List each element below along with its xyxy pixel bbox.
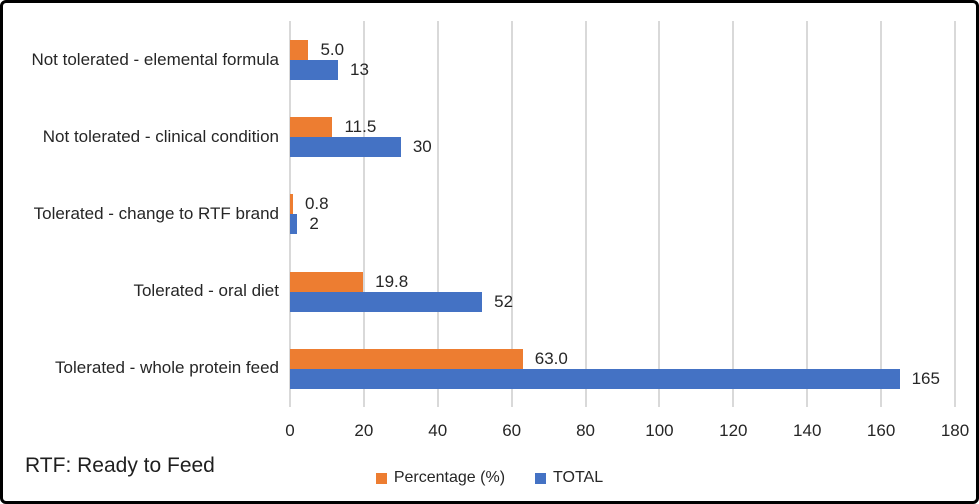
- data-label-percentage: 19.8: [375, 271, 409, 291]
- category-axis: Not tolerated - elemental formula Not tol…: [3, 21, 283, 407]
- gridline: [954, 21, 956, 407]
- bar-percentage: [290, 40, 309, 60]
- data-label-percentage: 0.8: [304, 194, 329, 214]
- bar-total: [290, 214, 298, 235]
- gridline: [362, 21, 365, 407]
- data-label-percentage: 5.0: [320, 40, 345, 59]
- category-label: Tolerated - change to RTF brand: [33, 204, 279, 223]
- bar-total: [290, 368, 900, 389]
- x-tick-label: 120: [719, 421, 748, 440]
- legend-swatch-percentage: [375, 472, 387, 484]
- x-tick-label: 40: [428, 421, 448, 440]
- gridline: [658, 21, 661, 407]
- legend-swatch-total: [535, 472, 547, 484]
- bar-total: [290, 60, 339, 80]
- data-label-total: 52: [494, 291, 514, 311]
- gridline: [732, 21, 735, 407]
- bar-percentage: [290, 117, 333, 138]
- x-axis: 0 20 40 60 80 100 120 140 160 180: [285, 420, 969, 442]
- x-tick-label: 60: [502, 421, 522, 440]
- bar-percentage: [290, 194, 293, 215]
- x-tick-label: 140: [793, 421, 822, 440]
- bar-total: [290, 137, 401, 158]
- bar-percentage: [290, 348, 523, 369]
- legend: Percentage (%) TOTAL: [3, 466, 976, 490]
- footnote: RTF: Ready to Feed: [25, 454, 215, 477]
- x-tick-label: 160: [866, 421, 896, 440]
- x-tick-label: 80: [576, 421, 596, 440]
- gridline: [806, 21, 809, 407]
- category-label: Not tolerated - clinical condition: [42, 126, 279, 146]
- gridline: [880, 21, 883, 407]
- x-tick-label: 100: [645, 421, 674, 440]
- data-label-percentage: 63.0: [534, 348, 568, 368]
- bar-percentage: [290, 271, 364, 292]
- legend-label: TOTAL: [553, 469, 604, 486]
- legend-item-percentage: Percentage (%): [375, 469, 506, 487]
- x-tick-label: 180: [940, 421, 970, 440]
- data-label-total: 2: [309, 214, 319, 234]
- data-label-total: 165: [911, 368, 940, 388]
- gridline: [436, 21, 439, 407]
- data-label-percentage: 11.5: [344, 117, 377, 137]
- gridline: [510, 21, 513, 407]
- gridline: [584, 21, 587, 407]
- data-label-total: 13: [350, 60, 369, 79]
- category-label: Tolerated - whole protein feed: [55, 358, 279, 378]
- category-label: Not tolerated - elemental formula: [31, 49, 279, 69]
- x-tick-label: 20: [354, 421, 374, 440]
- x-tick-label: 0: [285, 421, 295, 440]
- legend-label: Percentage (%): [393, 469, 506, 486]
- plot-area: 5.0 13 11.5 30 0.8 2 19.8 52 63.0 165: [289, 21, 956, 407]
- bar-total: [290, 291, 483, 312]
- data-label-total: 30: [412, 137, 432, 157]
- legend-item-total: TOTAL: [535, 469, 603, 487]
- category-label: Tolerated - oral diet: [133, 281, 279, 301]
